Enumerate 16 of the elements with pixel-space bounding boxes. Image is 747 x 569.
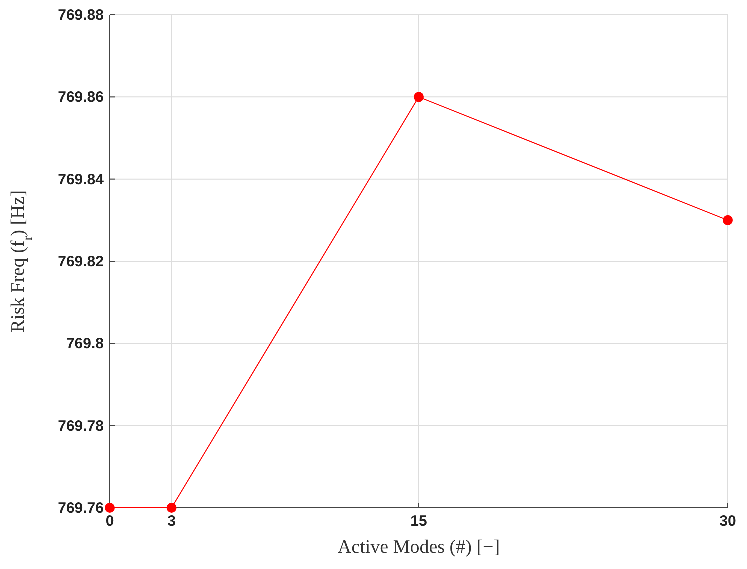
y-tick-label: 769.84 [58,171,105,188]
point [414,92,424,102]
x-tick-label: 15 [410,513,428,530]
y-tick-label: 769.8 [66,336,104,353]
y-tick-label: 769.86 [58,89,104,106]
y-tick-label: 769.76 [58,500,104,517]
y-tick-label: 769.82 [58,254,104,270]
x-tick-label: 3 [168,513,176,530]
y-tick-label: 769.88 [58,7,104,24]
point [166,503,177,513]
x-tick-label: 0 [106,513,114,530]
point [723,215,733,226]
point [105,503,115,513]
x-tick-label: 30 [720,513,736,530]
x-axis-title: Active Modes (#) [−] [338,537,500,558]
y-tick-label: 769.78 [58,418,104,435]
